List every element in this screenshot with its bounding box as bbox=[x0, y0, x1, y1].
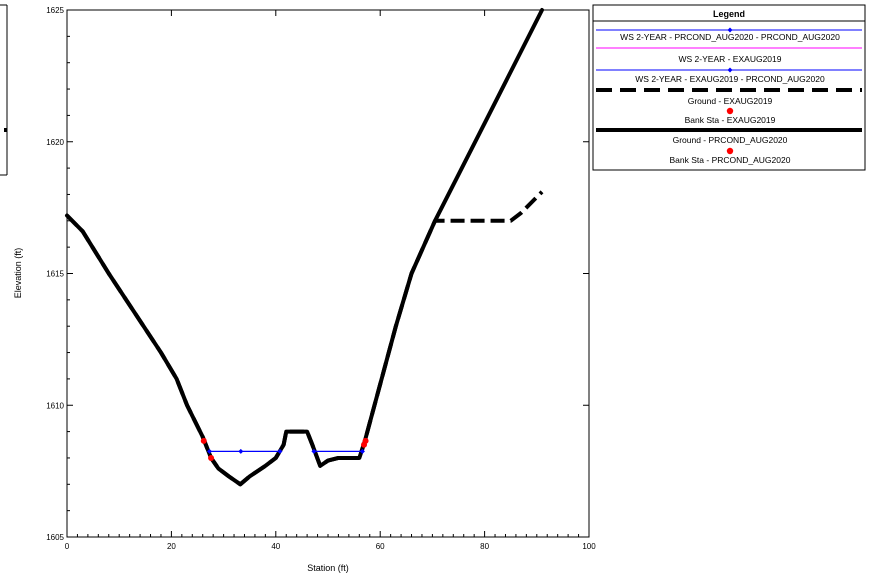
y-tick-label: 1625 bbox=[46, 6, 64, 15]
y-tick-label: 1615 bbox=[46, 270, 64, 279]
legend-frame bbox=[592, 4, 866, 171]
x-tick-label: 100 bbox=[582, 542, 596, 551]
plot-area bbox=[66, 9, 590, 538]
y-tick-label: 1610 bbox=[46, 401, 64, 410]
axes-layer: 1605 1610 1615 1620 1625 0 20 40 60 80 100 bbox=[46, 6, 596, 551]
legend-symbol-marker bbox=[727, 67, 733, 73]
legend-title: Legend bbox=[713, 9, 745, 19]
y-axis-label: Elevation (ft) bbox=[13, 248, 23, 299]
legend-symbol-dot bbox=[726, 147, 734, 155]
y-tick-label: 1605 bbox=[46, 533, 64, 542]
legend-entry-label: WS 2-YEAR - EXAUG2019 - PRCOND_AUG2020 bbox=[635, 74, 825, 84]
legend-entry-label: Bank Sta - PRCOND_AUG2020 bbox=[670, 155, 791, 165]
left-edge-fragment bbox=[0, 4, 8, 176]
x-tick-label: 80 bbox=[480, 542, 489, 551]
x-tick-label: 0 bbox=[65, 542, 70, 551]
x-tick-label: 60 bbox=[376, 542, 385, 551]
legend-symbol-dot bbox=[726, 107, 734, 115]
bank-station-point bbox=[362, 437, 369, 444]
water-surface-marker bbox=[207, 448, 213, 454]
legend-entries: WS 2-YEAR - PRCOND_AUG2020 - PRCOND_AUG2… bbox=[596, 27, 862, 165]
legend-entry-label: Bank Sta - EXAUG2019 bbox=[685, 115, 776, 125]
legend: Legend WS 2-YEAR - PRCOND_AUG2020 - PRCO… bbox=[592, 4, 866, 171]
x-axis-label: Station (ft) bbox=[307, 563, 349, 573]
y-tick-label: 1620 bbox=[46, 138, 64, 147]
x-tick-label: 20 bbox=[167, 542, 176, 551]
bank-station-point bbox=[200, 437, 207, 444]
series-layer bbox=[65, 8, 545, 487]
legend-symbol-marker bbox=[727, 27, 733, 33]
plot-frame bbox=[66, 9, 590, 538]
water-surface-marker bbox=[238, 448, 244, 454]
legend-entry-label: WS 2-YEAR - EXAUG2019 bbox=[679, 54, 782, 64]
ground-prcond-aug2020-line bbox=[65, 8, 545, 487]
bank-station-point bbox=[208, 454, 215, 461]
ground-exaug2019-line bbox=[65, 190, 544, 487]
x-tick-label: 40 bbox=[271, 542, 280, 551]
legend-entry-label: Ground - PRCOND_AUG2020 bbox=[673, 135, 788, 145]
legend-entry-label: Ground - EXAUG2019 bbox=[688, 96, 773, 106]
water-surface-marker bbox=[359, 448, 365, 454]
water-surface-marker bbox=[311, 448, 317, 454]
water-surface-marker bbox=[277, 448, 283, 454]
legend-entry-label: WS 2-YEAR - PRCOND_AUG2020 - PRCOND_AUG2… bbox=[620, 32, 840, 42]
